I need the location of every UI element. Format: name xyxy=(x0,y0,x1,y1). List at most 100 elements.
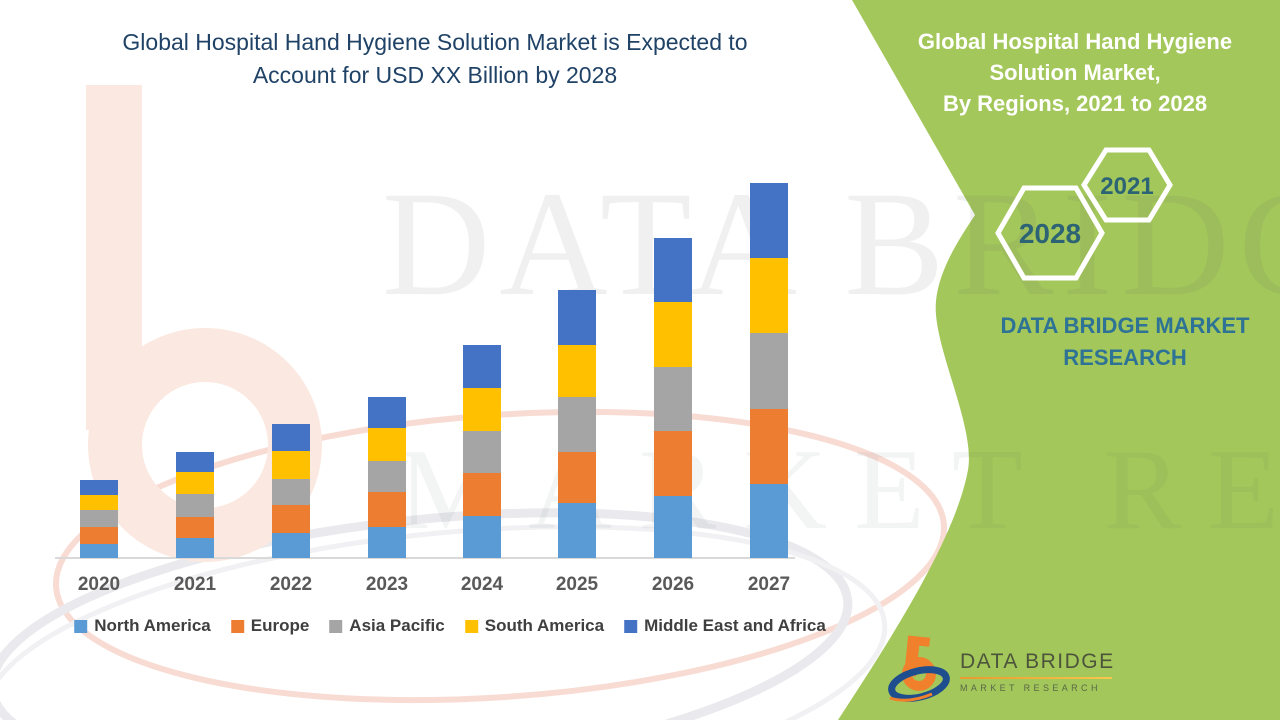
bar-segment-north-america xyxy=(463,516,501,558)
bar-segment-middle-east-and-africa xyxy=(80,480,118,495)
legend-label: North America xyxy=(94,616,211,635)
bar-segment-north-america xyxy=(368,527,406,558)
bar-segment-south-america xyxy=(176,472,214,494)
legend-swatch xyxy=(464,619,478,633)
bar-segment-europe xyxy=(750,409,788,484)
bar-segment-south-america xyxy=(654,302,692,367)
bar-segment-europe xyxy=(272,505,310,533)
company-logo: DATA BRIDGE MARKET RESEARCH xyxy=(888,634,1115,708)
legend-swatch xyxy=(624,619,638,633)
x-axis-label-2027: 2027 xyxy=(747,574,791,595)
stacked-bar-chart: 2020 2021 2022 2023 2024 2025 2026 2027 North A… xyxy=(55,183,826,636)
hexagon-2021-label: 2021 xyxy=(1100,173,1153,200)
x-axis-label-2022: 2022 xyxy=(269,574,313,595)
legend-label: South America xyxy=(484,616,605,635)
chart-legend: North America Europe Asia Pacific South Ame… xyxy=(74,616,826,636)
x-axis-label-2021: 2021 xyxy=(173,574,217,595)
x-axis-line xyxy=(55,557,795,559)
stacked-bar-2021 xyxy=(176,452,214,558)
company-logo-text: DATA BRIDGE MARKET RESEARCH xyxy=(960,650,1115,693)
bar-segment-south-america xyxy=(558,345,596,397)
stacked-bar-2024 xyxy=(463,345,501,558)
company-logo-subtitle: MARKET RESEARCH xyxy=(960,682,1101,693)
stacked-bar-2027 xyxy=(750,183,788,558)
x-axis-label-2020: 2020 xyxy=(77,574,121,595)
panel-title-line1: Global Hospital Hand Hygiene xyxy=(917,29,1233,54)
stacked-bar-2022 xyxy=(272,424,310,558)
bar-segment-asia-pacific xyxy=(654,367,692,431)
stacked-bar-2026 xyxy=(654,238,692,558)
bar-segment-north-america xyxy=(654,496,692,558)
bar-segment-middle-east-and-africa xyxy=(272,424,310,451)
chart-headline-line1: Global Hospital Hand Hygiene Solution Ma… xyxy=(122,29,748,55)
bar-segment-north-america xyxy=(272,533,310,558)
bar-segment-south-america xyxy=(368,428,406,461)
x-axis-label-2023: 2023 xyxy=(365,574,409,595)
company-logo-name: DATA BRIDGE xyxy=(960,649,1115,673)
bar-segment-south-america xyxy=(463,388,501,431)
company-logo-icon xyxy=(888,635,950,702)
bar-segment-europe xyxy=(176,517,214,538)
bar-segment-north-america xyxy=(176,538,214,558)
bar-segment-europe xyxy=(654,431,692,496)
bar-segment-south-america xyxy=(272,451,310,479)
stacked-bar-2025 xyxy=(558,290,596,558)
panel-title-line2: Solution Market, xyxy=(989,60,1161,85)
legend-label: Asia Pacific xyxy=(349,616,445,635)
legend-item-north-america: North America xyxy=(74,616,211,636)
stacked-bar-2023 xyxy=(368,397,406,558)
gray-swoosh-watermark-2 xyxy=(0,524,888,720)
bar-segment-asia-pacific xyxy=(176,494,214,517)
bar-segment-asia-pacific xyxy=(750,333,788,409)
brand-wordmark-line1: DATA BRIDGE MARKET xyxy=(1000,313,1250,338)
legend-item-europe: Europe xyxy=(230,616,310,636)
bar-segment-europe xyxy=(368,492,406,527)
bar-segment-asia-pacific xyxy=(80,510,118,527)
bar-segment-asia-pacific xyxy=(558,397,596,452)
chart-headline-line2: Account for USD XX Billion by 2028 xyxy=(252,62,618,88)
legend-label: Middle East and Africa xyxy=(644,616,826,635)
hexagon-2021 xyxy=(1081,147,1173,223)
bar-segment-middle-east-and-africa xyxy=(368,397,406,428)
logo-b-hook xyxy=(907,635,931,647)
bar-segment-south-america xyxy=(750,258,788,333)
bar-segment-middle-east-and-africa xyxy=(558,290,596,345)
x-axis-label-2026: 2026 xyxy=(651,574,695,595)
stacked-bar-2020 xyxy=(80,480,118,558)
x-axis-label-2025: 2025 xyxy=(555,574,599,595)
bar-segment-north-america xyxy=(750,484,788,558)
hexagon-2028-label: 2028 xyxy=(1019,218,1081,249)
x-axis-label-2024: 2024 xyxy=(460,574,504,595)
bar-segment-south-america xyxy=(80,495,118,510)
bar-segment-middle-east-and-africa xyxy=(176,452,214,472)
panel-title-line3: By Regions, 2021 to 2028 xyxy=(942,91,1208,116)
bar-segment-middle-east-and-africa xyxy=(750,183,788,258)
bar-segment-europe xyxy=(558,452,596,503)
year-hexagons: 2028 2021 xyxy=(995,147,1173,281)
gray-swoosh-watermark xyxy=(0,508,853,720)
panel-title: Global Hospital Hand Hygiene Solution Ma… xyxy=(905,26,1245,119)
company-logo-rule xyxy=(960,676,1112,679)
brand-wordmark: DATA BRIDGE MARKET RESEARCH xyxy=(960,310,1280,374)
legend-swatch xyxy=(329,619,343,633)
hexagon-2028 xyxy=(995,185,1105,281)
bar-segment-europe xyxy=(463,473,501,516)
bar-segment-asia-pacific xyxy=(368,461,406,492)
legend-label: Europe xyxy=(250,616,310,635)
bar-segment-asia-pacific xyxy=(463,431,501,473)
bar-segment-north-america xyxy=(80,544,118,558)
legend-item-asia-pacific: Asia Pacific xyxy=(329,616,445,636)
logo-orange-underswoosh xyxy=(889,692,933,702)
brand-wordmark-line2: RESEARCH xyxy=(1063,345,1187,370)
legend-swatch xyxy=(230,619,244,633)
bar-segment-asia-pacific xyxy=(272,479,310,505)
bar-segment-europe xyxy=(80,527,118,544)
legend-item-south-america: South America xyxy=(464,616,605,636)
legend-swatch xyxy=(74,619,88,633)
bar-segment-north-america xyxy=(558,503,596,558)
chart-headline: Global Hospital Hand Hygiene Solution Ma… xyxy=(90,26,780,92)
legend-item-middle-east-and-africa: Middle East and Africa xyxy=(624,616,826,636)
bar-segment-middle-east-and-africa xyxy=(463,345,501,388)
bar-segment-middle-east-and-africa xyxy=(654,238,692,302)
